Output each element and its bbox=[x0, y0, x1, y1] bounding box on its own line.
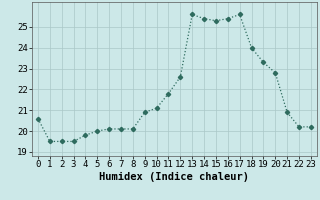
X-axis label: Humidex (Indice chaleur): Humidex (Indice chaleur) bbox=[100, 172, 249, 182]
